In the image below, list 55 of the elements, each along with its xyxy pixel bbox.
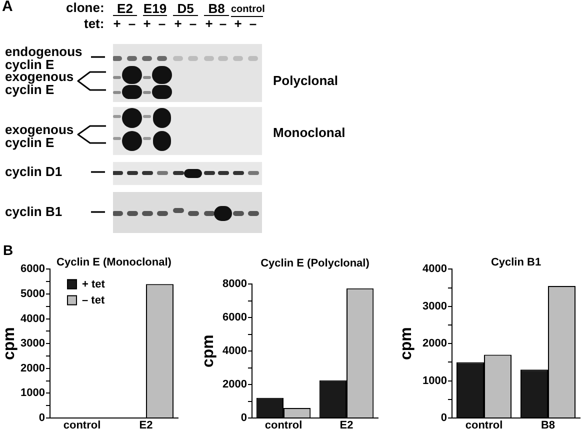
chart-title: Cyclin B1 [490,256,542,269]
text: – [219,16,227,31]
text: + [143,16,151,31]
y-tick-label: 1000 [20,387,45,400]
y-tick-label: 0 [240,412,247,424]
y-axis-title: cpm [200,334,218,368]
text: + [113,16,121,31]
x-tick-label: control [465,420,503,431]
text: control [231,3,265,17]
text: cyclin B1 [5,204,62,219]
y-tick-label: 3000 [20,338,45,350]
y-tick-label: 0 [38,412,45,424]
text: – [128,16,136,31]
chart-title: Cyclin E (Polyclonal) [260,258,370,270]
text: – [158,16,166,31]
text: exogenous cyclin E [5,122,75,150]
x-tick-label: control [264,420,302,431]
text: cyclin D1 [5,164,62,179]
text: – [249,16,257,31]
text: – [189,16,197,31]
text: B [3,242,14,258]
text: E19 [143,1,167,16]
y-tick-label: 2000 [422,338,447,350]
x-tick-label: E2 [340,420,354,431]
text: Polyclonal [273,73,338,88]
y-tick-label: 6000 [20,263,45,276]
y-tick-label: 4000 [422,263,447,276]
y-tick-label: 2000 [20,362,45,374]
y-tick-label: 2000 [222,378,247,391]
y-axis-title: cpm [398,327,416,360]
text: B8 [204,1,229,16]
text: + [174,16,182,31]
y-tick-label: 4000 [222,345,247,358]
y-tick-label: 3000 [422,300,447,312]
text: + [234,16,242,31]
text: Monoclonal [273,125,346,140]
y-tick-label: 1000 [422,374,447,387]
y-tick-label: 0 [440,412,447,424]
legend-label: – tet [82,294,105,307]
text: + [205,16,213,31]
y-tick-label: 6000 [222,312,247,324]
chart-title: Cyclin E (Monoclonal) [56,256,172,269]
text: clone: [66,0,104,15]
y-tick-label: 8000 [222,278,247,290]
text: tet: [84,16,104,31]
x-tick-label: E2 [139,420,153,431]
y-axis-title: cpm [1,327,18,360]
y-tick-label: 4000 [20,312,45,325]
y-tick-label: 5000 [20,288,45,300]
x-tick-label: B8 [540,420,556,431]
x-tick-label: control [63,420,101,431]
text: E2 [113,1,137,16]
text: A [2,0,13,15]
text: D5 [173,1,198,16]
legend-label: + tet [82,278,106,291]
